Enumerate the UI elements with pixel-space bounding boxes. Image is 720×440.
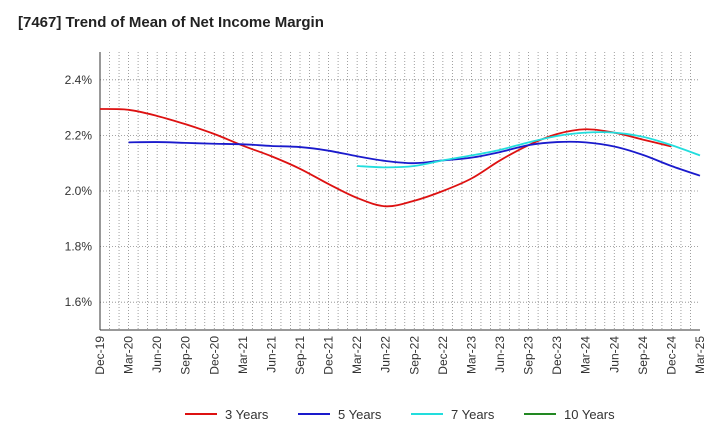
x-tick-label: Dec-22	[436, 336, 450, 375]
x-tick-label: Jun-20	[150, 336, 164, 373]
y-tick-label: 2.2%	[65, 128, 93, 142]
x-tick-label: Jun-24	[607, 336, 621, 373]
x-tick-label: Mar-22	[350, 336, 364, 374]
y-tick-label: 2.0%	[65, 184, 93, 198]
x-tick-label: Sep-20	[179, 336, 193, 375]
legend-label: 5 Years	[338, 407, 382, 422]
x-tick-label: Jun-23	[493, 336, 507, 373]
x-tick-label: Dec-19	[93, 336, 107, 375]
x-tick-label: Mar-25	[693, 336, 707, 374]
legend-label: 7 Years	[451, 407, 495, 422]
series-line-3-years	[99, 108, 672, 208]
legend-label: 10 Years	[564, 407, 615, 422]
x-tick-label: Mar-21	[236, 336, 250, 374]
y-tick-label: 1.8%	[65, 240, 93, 254]
x-tick-label: Dec-21	[322, 336, 336, 375]
x-tick-label: Dec-20	[207, 336, 221, 375]
x-tick-label: Dec-24	[664, 336, 678, 375]
x-tick-label: Sep-24	[636, 336, 650, 375]
series-line-7-years	[357, 131, 701, 169]
legend-label: 3 Years	[225, 407, 269, 422]
x-tick-label: Mar-24	[579, 336, 593, 374]
x-tick-label: Sep-22	[407, 336, 421, 375]
y-tick-label: 1.6%	[65, 295, 93, 309]
y-tick-label: 2.4%	[65, 73, 93, 87]
x-tick-label: Mar-20	[122, 336, 136, 374]
x-tick-label: Mar-23	[464, 336, 478, 374]
x-tick-label: Jun-21	[264, 336, 278, 373]
chart-title: [7467] Trend of Mean of Net Income Margi…	[18, 14, 324, 31]
x-tick-label: Jun-22	[379, 336, 393, 373]
x-tick-label: Sep-23	[522, 336, 536, 375]
series-line-5-years	[128, 140, 701, 177]
x-tick-label: Sep-21	[293, 336, 307, 375]
x-tick-label: Dec-23	[550, 336, 564, 375]
